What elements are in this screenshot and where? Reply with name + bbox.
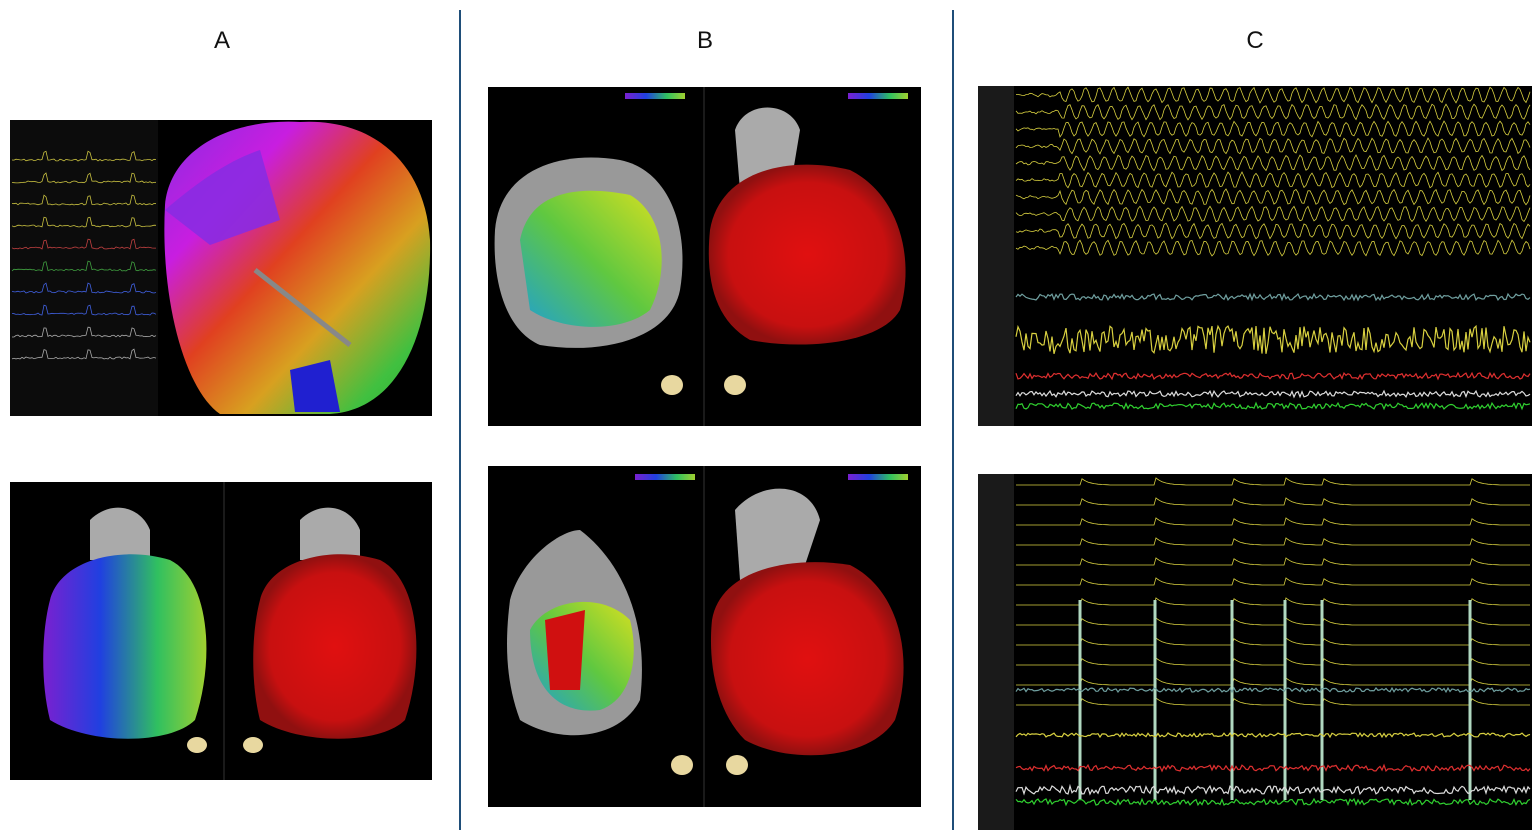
trace xyxy=(1015,239,1531,257)
trace xyxy=(1016,697,1530,706)
panel-label: B xyxy=(697,27,713,54)
trace xyxy=(11,348,157,360)
trace xyxy=(11,216,157,228)
trace xyxy=(1016,617,1530,626)
trace xyxy=(1015,292,1531,302)
trace xyxy=(1016,637,1530,646)
panel-label: A xyxy=(214,27,230,54)
trace xyxy=(1016,497,1530,506)
trace xyxy=(1016,477,1530,486)
trace xyxy=(1015,137,1531,155)
trace xyxy=(1015,222,1531,240)
trace xyxy=(1015,154,1531,172)
trace xyxy=(11,194,157,206)
trace xyxy=(1015,389,1531,399)
trace xyxy=(11,282,157,294)
trace xyxy=(1015,401,1531,411)
trace xyxy=(1015,205,1531,223)
trace xyxy=(1016,597,1530,606)
trace xyxy=(1015,103,1531,121)
trace xyxy=(1015,171,1531,189)
trace xyxy=(11,260,157,272)
panel-label: C xyxy=(1246,27,1263,54)
trace xyxy=(11,304,157,316)
trace xyxy=(1015,731,1531,739)
ecg-image xyxy=(978,86,1532,426)
trace xyxy=(1015,86,1531,104)
trace xyxy=(12,326,157,338)
map-image xyxy=(488,466,921,807)
trace xyxy=(11,172,157,184)
ecg-image xyxy=(978,474,1532,830)
trace xyxy=(1015,324,1531,355)
trace xyxy=(1015,686,1531,694)
trace xyxy=(1015,797,1531,807)
trace xyxy=(1016,537,1530,546)
trace xyxy=(11,238,156,250)
trace xyxy=(1015,188,1531,206)
trace xyxy=(1015,783,1531,796)
trace xyxy=(1015,120,1531,138)
map-image xyxy=(10,482,432,780)
trace xyxy=(1016,577,1530,586)
trace xyxy=(1015,371,1531,381)
map-image xyxy=(488,87,921,426)
trace xyxy=(1016,517,1530,526)
trace xyxy=(1016,557,1530,566)
trace xyxy=(1016,677,1530,686)
trace xyxy=(11,150,157,162)
trace xyxy=(1016,657,1530,666)
trace xyxy=(1015,763,1531,773)
map-image xyxy=(10,120,432,416)
